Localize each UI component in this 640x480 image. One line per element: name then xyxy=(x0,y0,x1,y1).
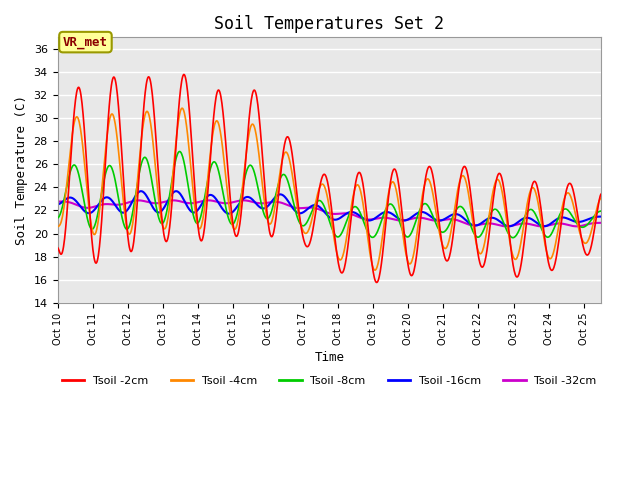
Tsoil -8cm xyxy=(274,183,282,189)
Tsoil -16cm xyxy=(172,188,180,194)
Tsoil -4cm xyxy=(274,183,282,189)
Tsoil -8cm xyxy=(109,168,117,174)
Tsoil -32cm xyxy=(428,217,435,223)
Tsoil -2cm xyxy=(54,245,61,251)
Tsoil -16cm xyxy=(506,223,513,229)
Tsoil -8cm xyxy=(294,215,301,221)
Tsoil -8cm xyxy=(488,208,496,214)
Tsoil -4cm xyxy=(54,224,61,229)
Tsoil -32cm xyxy=(503,224,511,229)
Tsoil -32cm xyxy=(54,199,61,204)
X-axis label: Time: Time xyxy=(314,350,344,363)
Tsoil -2cm xyxy=(180,72,188,77)
Tsoil -32cm xyxy=(294,205,301,211)
Line: Tsoil -32cm: Tsoil -32cm xyxy=(58,200,601,227)
Tsoil -16cm xyxy=(54,202,61,207)
Tsoil -2cm xyxy=(274,197,282,203)
Tsoil -2cm xyxy=(109,75,117,81)
Tsoil -16cm xyxy=(597,214,605,219)
Tsoil -2cm xyxy=(597,191,605,197)
Tsoil -16cm xyxy=(294,210,301,216)
Tsoil -32cm xyxy=(478,221,486,227)
Line: Tsoil -16cm: Tsoil -16cm xyxy=(58,191,601,226)
Tsoil -16cm xyxy=(274,192,282,198)
Line: Tsoil -2cm: Tsoil -2cm xyxy=(58,74,601,282)
Tsoil -4cm xyxy=(479,248,486,253)
Tsoil -32cm xyxy=(204,197,212,203)
Y-axis label: Soil Temperature (C): Soil Temperature (C) xyxy=(15,95,28,245)
Tsoil -8cm xyxy=(509,235,517,240)
Tsoil -32cm xyxy=(488,221,496,227)
Tsoil -2cm xyxy=(488,204,496,209)
Tsoil -4cm xyxy=(597,195,605,201)
Tsoil -8cm xyxy=(54,215,61,221)
Tsoil -2cm xyxy=(479,264,486,270)
Tsoil -2cm xyxy=(372,279,380,285)
Tsoil -8cm xyxy=(428,210,435,216)
Tsoil -4cm xyxy=(371,267,379,273)
Tsoil -32cm xyxy=(274,199,282,205)
Tsoil -16cm xyxy=(488,215,496,221)
Tsoil -2cm xyxy=(294,197,301,203)
Tsoil -16cm xyxy=(428,214,435,220)
Tsoil -32cm xyxy=(109,202,117,207)
Tsoil -8cm xyxy=(597,208,605,214)
Tsoil -4cm xyxy=(294,205,301,211)
Tsoil -4cm xyxy=(179,105,186,111)
Tsoil -32cm xyxy=(597,220,605,226)
Text: VR_met: VR_met xyxy=(63,36,108,48)
Tsoil -16cm xyxy=(478,220,486,226)
Tsoil -8cm xyxy=(478,230,486,236)
Tsoil -4cm xyxy=(488,192,496,197)
Tsoil -16cm xyxy=(109,199,117,205)
Tsoil -2cm xyxy=(428,169,436,175)
Tsoil -8cm xyxy=(175,149,183,155)
Line: Tsoil -8cm: Tsoil -8cm xyxy=(58,152,601,238)
Line: Tsoil -4cm: Tsoil -4cm xyxy=(58,108,601,270)
Tsoil -4cm xyxy=(109,112,117,118)
Legend: Tsoil -2cm, Tsoil -4cm, Tsoil -8cm, Tsoil -16cm, Tsoil -32cm: Tsoil -2cm, Tsoil -4cm, Tsoil -8cm, Tsoi… xyxy=(58,371,601,390)
Title: Soil Temperatures Set 2: Soil Temperatures Set 2 xyxy=(214,15,444,33)
Tsoil -4cm xyxy=(428,187,436,192)
